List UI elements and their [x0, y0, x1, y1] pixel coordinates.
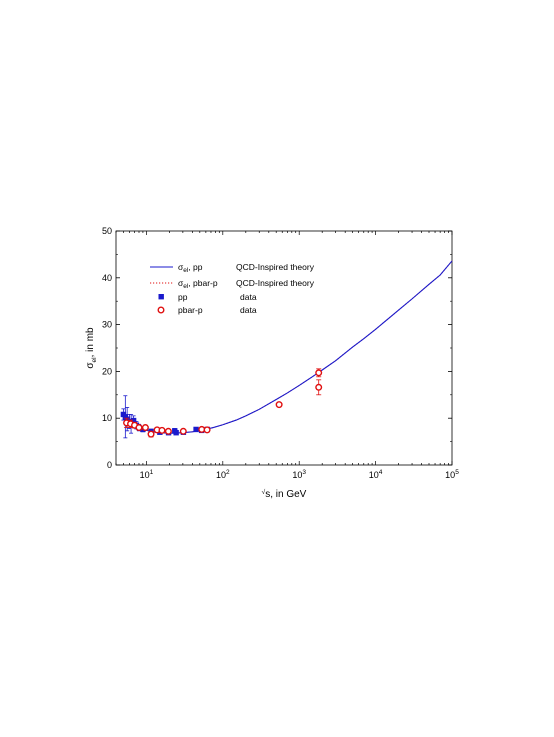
- x-tick-label: 104: [369, 469, 383, 480]
- pbarp-data-point: [164, 427, 172, 435]
- pbarp-data-point: [179, 427, 187, 435]
- x-tick-label: 105: [445, 469, 459, 480]
- legend-description: data: [240, 305, 257, 315]
- legend-label: pbar-p: [178, 305, 203, 315]
- pbarp-data-point: [135, 424, 143, 432]
- legend: σel, pp QCD-Inspired theory σel, pbar-p QCD…: [150, 262, 315, 315]
- legend-description: data: [240, 292, 257, 302]
- pbarp-data-point: [315, 369, 323, 377]
- legend-label: pp: [178, 292, 188, 302]
- y-tick-label: 30: [102, 320, 112, 330]
- pbarp-data-point: [147, 430, 155, 438]
- y-tick-label: 40: [102, 273, 112, 283]
- pbarp-data-point: [158, 426, 166, 434]
- pbarp-data-point: [141, 424, 149, 432]
- pp-data-point: [130, 417, 137, 424]
- x-tick-label: 102: [216, 469, 230, 480]
- pp-data-point: [193, 426, 199, 433]
- legend-swatch-pbarp-circle: [157, 306, 165, 314]
- y-tick-label: 0: [107, 460, 112, 470]
- legend-label: σel, pbar-p: [178, 278, 218, 290]
- y-axis-label: σel, in mb: [85, 327, 98, 369]
- series-layer: [120, 260, 453, 439]
- legend-label: σel, pp: [178, 262, 203, 274]
- legend-description: QCD-Inspired theory: [236, 278, 315, 288]
- x-tick-label: 101: [140, 469, 154, 480]
- x-tick-label: 103: [292, 469, 306, 480]
- legend-description: QCD-Inspired theory: [236, 262, 315, 272]
- y-tick-label: 10: [102, 413, 112, 423]
- legend-swatch-pp-square: [158, 294, 164, 300]
- pbarp-data-point: [275, 401, 283, 409]
- pbarp-data-point: [203, 426, 211, 434]
- pbarp-data-point: [315, 383, 323, 391]
- pp-data-point: [173, 430, 179, 436]
- y-axis: 0 10 20 30 40 50: [102, 226, 452, 470]
- x-axis-label: √s, in GeV: [262, 488, 307, 500]
- x-axis: 101 102 103 104 105: [115, 231, 459, 480]
- y-tick-label: 20: [102, 366, 112, 376]
- y-tick-label: 50: [102, 226, 112, 236]
